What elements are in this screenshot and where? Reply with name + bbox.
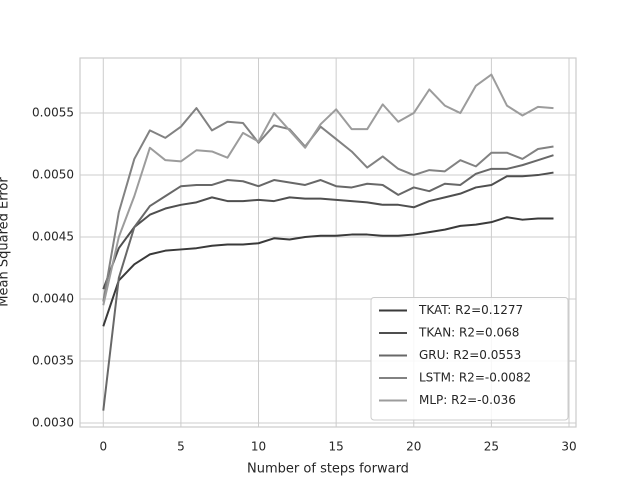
- x-tick-label: 20: [406, 440, 421, 454]
- y-tick-label: 0.0040: [32, 292, 74, 306]
- y-tick-label: 0.0045: [32, 230, 74, 244]
- data-line: [102, 154, 554, 411]
- data-line: [102, 216, 554, 327]
- y-tick-label: 0.0055: [32, 106, 74, 120]
- data-line: [102, 171, 554, 290]
- plot-frame: [79, 57, 577, 428]
- legend-label: MLP: R2=-0.036: [419, 393, 516, 407]
- data-line: [102, 73, 554, 306]
- legend-label: TKAN: R2=0.068: [418, 326, 519, 340]
- x-axis-label: Number of steps forward: [247, 462, 409, 477]
- legend-box: [370, 297, 569, 421]
- legend-label: TKAT: R2=0.1277: [418, 303, 523, 317]
- y-tick-label: 0.0035: [32, 354, 74, 368]
- x-tick-label: 15: [329, 440, 344, 454]
- x-tick-label: 0: [99, 440, 107, 454]
- y-tick-label: 0.0050: [32, 168, 74, 182]
- data-line: [102, 107, 554, 302]
- x-tick-label: 5: [177, 440, 185, 454]
- x-tick-label: 30: [561, 440, 576, 454]
- legend-label: LSTM: R2=-0.0082: [419, 371, 531, 385]
- y-axis-label: Mean Squared Error: [0, 177, 12, 307]
- y-tick-label: 0.0030: [32, 416, 74, 430]
- x-tick-label: 25: [484, 440, 499, 454]
- legend-label: GRU: R2=0.0553: [419, 348, 521, 362]
- x-tick-label: 10: [251, 440, 266, 454]
